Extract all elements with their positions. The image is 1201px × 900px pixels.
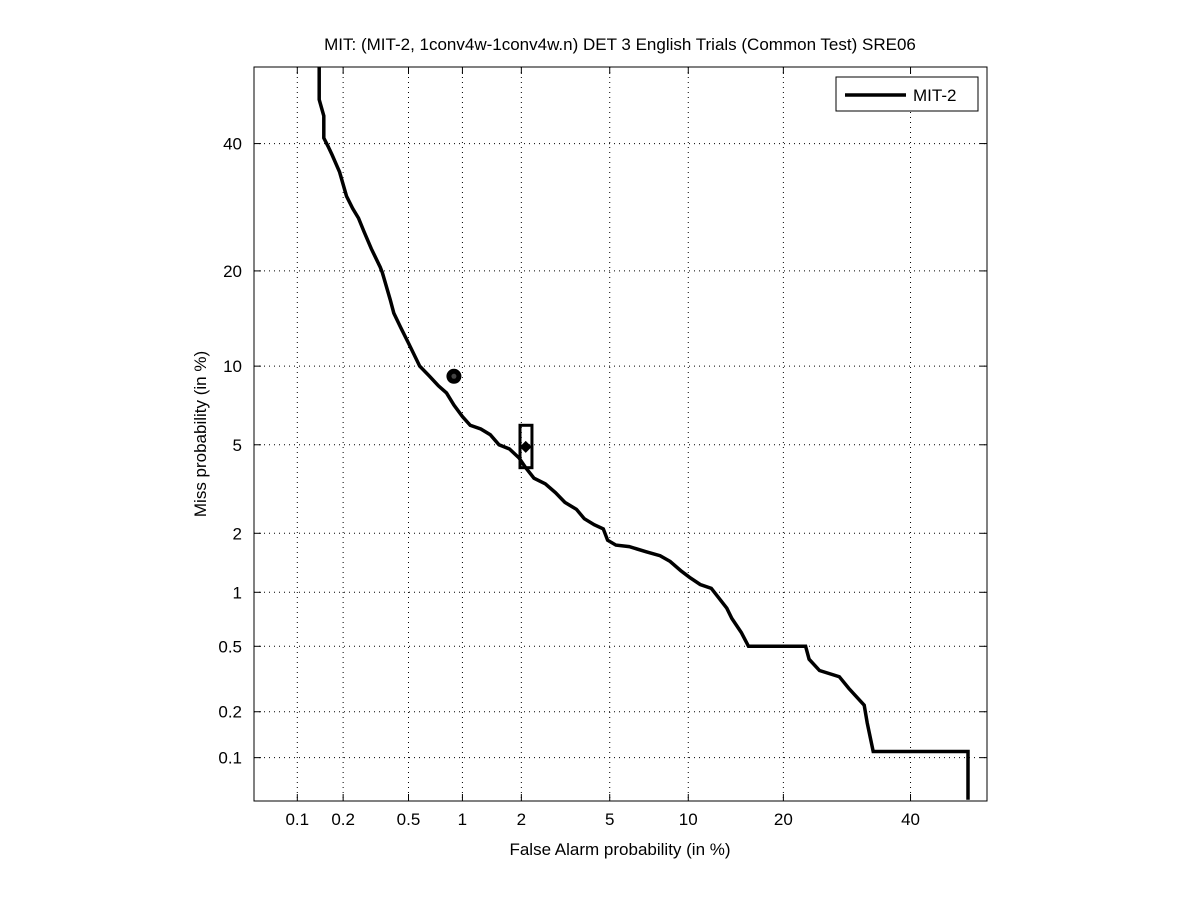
y-tick-label: 5	[233, 436, 242, 455]
x-tick-label: 0.1	[285, 810, 309, 829]
operating-point-markers	[446, 368, 534, 470]
x-tick-label: 0.5	[397, 810, 421, 829]
y-tick-label: 1	[233, 583, 242, 602]
x-tick-label: 0.2	[331, 810, 355, 829]
x-tick-label: 5	[605, 810, 614, 829]
x-tick-label: 10	[679, 810, 698, 829]
x-tick-label: 1	[458, 810, 467, 829]
y-tick-label: 20	[223, 262, 242, 281]
legend-entry-mit-2: MIT-2	[913, 86, 956, 105]
y-tick-label: 0.5	[218, 637, 242, 656]
chart-title: MIT: (MIT-2, 1conv4w-1conv4w.n) DET 3 En…	[324, 35, 916, 54]
x-axis-label: False Alarm probability (in %)	[509, 840, 730, 859]
confidence-box	[518, 423, 534, 470]
grid-lines	[254, 67, 987, 801]
y-axis-label: Miss probability (in %)	[191, 351, 210, 517]
series-line-mit-2	[317, 67, 970, 800]
y-tick-label: 10	[223, 357, 242, 376]
x-tick-label: 40	[901, 810, 920, 829]
actual-decision-point	[519, 440, 532, 453]
y-tick-label: 0.2	[218, 703, 242, 722]
x-tick-label: 20	[774, 810, 793, 829]
min-dcf-point-center	[451, 373, 457, 379]
y-tick-label: 40	[223, 135, 242, 154]
legend: MIT-2	[835, 76, 979, 112]
x-tick-label: 2	[517, 810, 526, 829]
y-tick-label: 0.1	[218, 749, 242, 768]
axis-ticks: 0.1 0.2 0.5 1 2 5 10 20 40 0.1 0.2 0.5 1 2 5 10 20 40	[218, 67, 987, 829]
y-tick-label: 2	[233, 524, 242, 543]
plot-area-frame	[253, 66, 988, 802]
